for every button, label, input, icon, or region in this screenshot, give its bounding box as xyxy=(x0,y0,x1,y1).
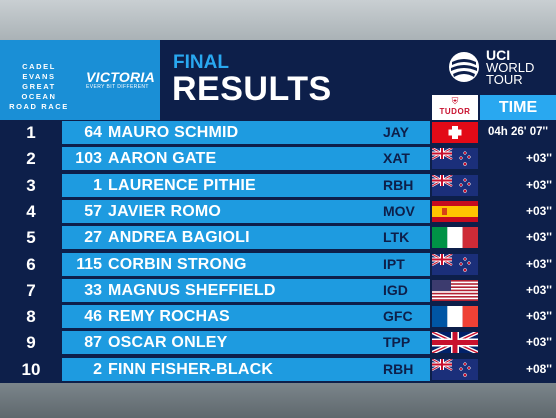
results-row: 10 2 FINN FISHER-BLACK RBH +08'' xyxy=(0,357,556,382)
tudor-shield-icon: ⛨ xyxy=(451,96,459,106)
team-code: RBH xyxy=(383,360,414,377)
bib-number: 27 xyxy=(84,229,102,247)
results-row: 3 1 LAURENCE PITHIE RBH +03'' xyxy=(0,173,556,198)
row-bar xyxy=(62,305,430,329)
finish-time: +03'' xyxy=(525,177,552,192)
row-bar xyxy=(62,357,430,381)
bib-number: 1 xyxy=(93,176,102,194)
finish-time: +03'' xyxy=(525,230,552,245)
time-column-header: TIME xyxy=(480,95,556,120)
rank: 1 xyxy=(26,123,36,142)
new-zealand-flag-icon xyxy=(432,358,478,380)
usa-flag-icon xyxy=(432,279,478,301)
row-bar xyxy=(62,147,430,171)
team-code: JAY xyxy=(383,124,409,140)
switzerland-flag-icon xyxy=(432,122,478,143)
rider-name: MAGNUS SHEFFIELD xyxy=(108,281,276,299)
uci-world-tour-icon xyxy=(449,52,479,82)
rider-name: REMY ROCHAS xyxy=(108,308,230,326)
france-flag-icon xyxy=(432,306,478,328)
finish-time: +03'' xyxy=(525,256,552,271)
bib-number: 2 xyxy=(93,360,102,378)
tudor-logo: ⛨ TUDOR xyxy=(432,95,478,120)
team-code: XAT xyxy=(383,150,410,167)
sponsor-logo: VICTORIA EVERY BIT DIFFERENT xyxy=(86,69,156,90)
results-row: 2 103 AARON GATE XAT +03'' xyxy=(0,146,556,171)
results-row: 8 46 REMY ROCHAS GFC +03'' xyxy=(0,304,556,329)
race-logo: CADEL EVANS GREAT OCEAN ROAD RACE xyxy=(9,62,69,111)
bib-number: 115 xyxy=(76,255,102,273)
finish-time: +08'' xyxy=(525,361,552,376)
rank: 5 xyxy=(26,228,36,248)
new-zealand-flag-icon xyxy=(432,174,478,196)
results-row: 4 57 JAVIER ROMO MOV +03'' xyxy=(0,199,556,224)
rider-name: CORBIN STRONG xyxy=(108,255,247,273)
finish-time: +03'' xyxy=(525,335,552,350)
uk-flag-icon xyxy=(432,332,478,354)
title-small: FINAL xyxy=(173,52,229,73)
row-bar xyxy=(62,331,430,355)
bib-number: 57 xyxy=(84,202,102,220)
team-code: IPT xyxy=(383,255,405,272)
results-row: 1 64 MAURO SCHMID JAY 04h 26' 07'' xyxy=(0,120,556,145)
results-row: 7 33 MAGNUS SHEFFIELD IGD +03'' xyxy=(0,278,556,303)
header-logos-panel: CADEL EVANS GREAT OCEAN ROAD RACE VICTOR… xyxy=(0,40,160,120)
row-bar xyxy=(62,199,430,223)
bib-number: 87 xyxy=(84,334,102,352)
finish-time: +03'' xyxy=(525,309,552,324)
bib-number: 46 xyxy=(84,308,102,326)
rank: 6 xyxy=(26,254,36,274)
background-bottom xyxy=(0,383,556,418)
rider-name: OSCAR ONLEY xyxy=(108,334,228,352)
results-row: 9 87 OSCAR ONLEY TPP +03'' xyxy=(0,330,556,355)
team-code: LTK xyxy=(383,229,410,246)
rider-name: AARON GATE xyxy=(108,150,217,168)
results-board: CADEL EVANS GREAT OCEAN ROAD RACE VICTOR… xyxy=(0,40,556,383)
rank: 3 xyxy=(26,175,36,195)
rider-name: ANDREA BAGIOLI xyxy=(108,229,250,247)
rider-name: JAVIER ROMO xyxy=(108,202,222,220)
team-code: TPP xyxy=(383,334,411,351)
rider-name: LAURENCE PITHIE xyxy=(108,176,256,194)
new-zealand-flag-icon xyxy=(432,148,478,170)
page-title: RESULTS xyxy=(172,70,332,108)
italy-flag-icon xyxy=(432,227,478,249)
rider-name: FINN FISHER-BLACK xyxy=(108,360,274,378)
row-bar xyxy=(62,278,430,302)
results-row: 6 115 CORBIN STRONG IPT +03'' xyxy=(0,252,556,277)
uci-logo: UCI WORLD TOUR xyxy=(430,40,556,95)
background-top xyxy=(0,0,556,40)
team-code: RBH xyxy=(383,176,414,193)
header-title-panel: FINAL RESULTS xyxy=(160,40,430,120)
bib-number: 33 xyxy=(84,281,102,299)
team-code: IGD xyxy=(383,281,408,298)
rank: 7 xyxy=(26,280,36,300)
results-row: 5 27 ANDREA BAGIOLI LTK +03'' xyxy=(0,225,556,250)
finish-time: 04h 26' 07'' xyxy=(488,126,548,138)
rank: 8 xyxy=(26,307,36,327)
finish-time: +03'' xyxy=(525,203,552,218)
new-zealand-flag-icon xyxy=(432,253,478,275)
row-bar xyxy=(62,121,430,144)
team-code: GFC xyxy=(383,308,413,325)
finish-time: +03'' xyxy=(525,282,552,297)
rank: 2 xyxy=(26,149,36,169)
rank: 9 xyxy=(26,333,36,353)
row-bar xyxy=(62,226,430,250)
team-code: MOV xyxy=(383,202,415,219)
bib-number: 103 xyxy=(75,150,102,168)
rider-name: MAURO SCHMID xyxy=(108,124,239,141)
rank: 10 xyxy=(21,359,41,379)
rank: 4 xyxy=(26,201,36,221)
row-bar xyxy=(62,173,430,197)
row-bar xyxy=(62,252,430,276)
finish-time: +03'' xyxy=(525,151,552,166)
bib-number: 64 xyxy=(84,124,102,141)
spain-flag-icon xyxy=(432,200,478,222)
